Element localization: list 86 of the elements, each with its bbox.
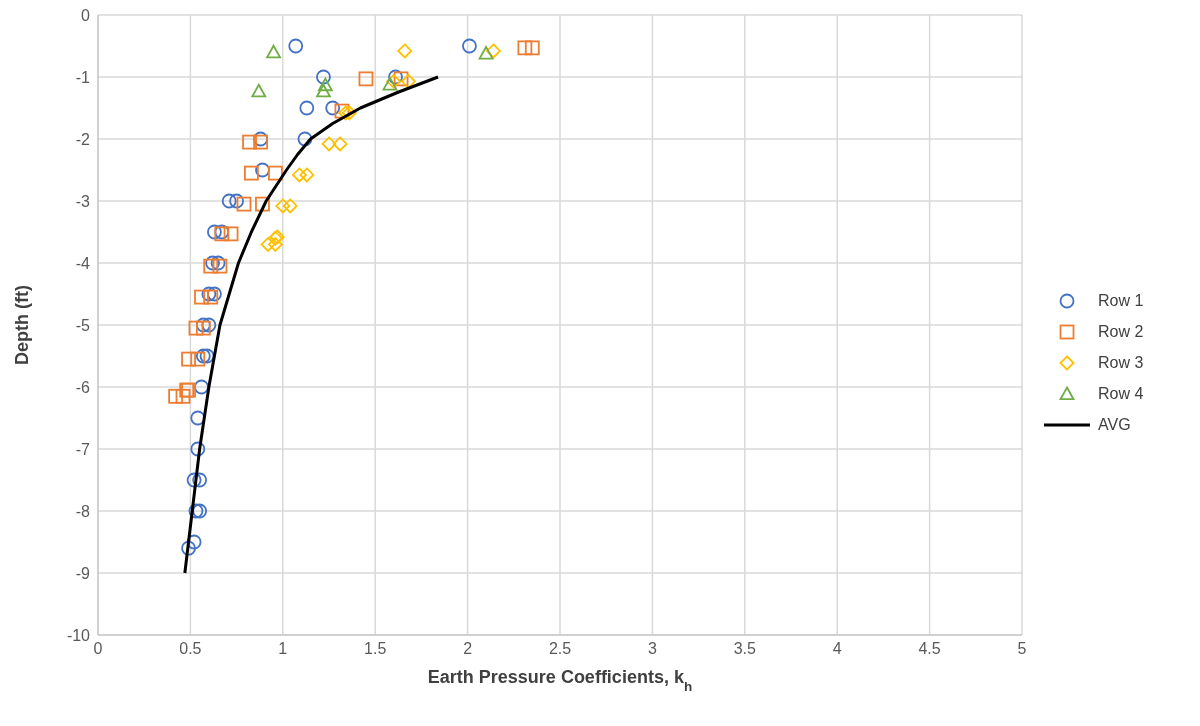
legend-label: AVG xyxy=(1098,416,1131,434)
point xyxy=(524,40,540,56)
point xyxy=(382,77,398,91)
point xyxy=(194,289,209,305)
x-tick-label: 0.5 xyxy=(179,640,202,658)
y-tick-label: -3 xyxy=(75,192,91,210)
y-tick-label: -6 xyxy=(75,378,91,396)
line-series xyxy=(183,75,440,575)
y-tick-label: 0 xyxy=(81,6,91,24)
point xyxy=(317,77,333,92)
point xyxy=(255,162,270,178)
x-tick-label: 5 xyxy=(1017,640,1027,658)
y-tick-label: -8 xyxy=(75,502,91,520)
point xyxy=(221,193,237,209)
point xyxy=(292,167,307,183)
point xyxy=(190,441,206,457)
point xyxy=(192,472,208,488)
x-tick-label: 2 xyxy=(463,640,473,658)
point xyxy=(236,196,252,212)
point xyxy=(175,388,191,404)
y-tick-label: -2 xyxy=(75,130,91,148)
legend-label: Row 1 xyxy=(1098,292,1144,310)
point xyxy=(332,136,348,152)
point xyxy=(321,136,337,152)
point xyxy=(486,43,501,59)
point xyxy=(325,100,341,116)
x-tick-label: 1 xyxy=(278,640,288,658)
point xyxy=(268,165,283,181)
point xyxy=(275,198,291,214)
point xyxy=(207,224,222,240)
point xyxy=(229,193,244,209)
point xyxy=(207,286,222,302)
point xyxy=(397,43,413,59)
point xyxy=(297,131,313,147)
y-axis-title: Depth (ft) xyxy=(12,285,32,365)
point xyxy=(299,100,315,116)
point xyxy=(288,38,304,54)
x-axis-title: Earth Pressure Coefficients, k$_{h}$ xyxy=(427,667,693,694)
y-tick-label: -9 xyxy=(75,564,91,582)
legend-label: Row 2 xyxy=(1098,323,1144,341)
legend-label: Row 4 xyxy=(1098,385,1144,403)
point xyxy=(316,69,331,85)
point xyxy=(251,83,267,98)
point xyxy=(266,44,281,59)
point xyxy=(201,317,217,333)
x-tick-label: 3.5 xyxy=(733,640,757,658)
point xyxy=(168,388,184,404)
point xyxy=(316,83,331,98)
point xyxy=(255,196,270,212)
x-tick-label: 1.5 xyxy=(364,640,387,658)
y-tick-label: -5 xyxy=(75,316,91,334)
y-tick-label: -4 xyxy=(75,254,91,272)
point xyxy=(181,540,196,556)
point xyxy=(299,167,315,183)
x-tick-label: 3 xyxy=(647,640,657,658)
point xyxy=(192,503,208,519)
x-tick-label: 0 xyxy=(93,640,103,658)
point xyxy=(478,46,494,60)
point xyxy=(188,503,204,519)
x-tick-label: 4.5 xyxy=(918,640,941,658)
point xyxy=(195,348,211,364)
point xyxy=(462,38,477,54)
point xyxy=(358,71,374,87)
point xyxy=(194,379,209,395)
point xyxy=(199,348,215,364)
x-tick-label: 2.5 xyxy=(548,640,572,658)
point xyxy=(517,40,533,56)
y-tick-label: -7 xyxy=(75,440,91,458)
point xyxy=(188,320,204,336)
y-tick-label: -10 xyxy=(66,626,91,644)
point xyxy=(186,472,202,488)
point xyxy=(242,134,257,150)
point xyxy=(268,237,283,252)
point xyxy=(401,73,416,89)
point xyxy=(181,351,196,367)
point xyxy=(388,69,403,85)
y-tick-label: -1 xyxy=(75,68,91,86)
point xyxy=(243,165,259,181)
legend-label: Row 3 xyxy=(1098,354,1144,372)
point xyxy=(386,73,402,89)
point xyxy=(190,351,206,367)
point xyxy=(282,198,298,214)
point xyxy=(393,71,409,87)
point xyxy=(223,226,239,242)
point xyxy=(260,237,276,252)
x-tick-label: 4 xyxy=(832,640,842,658)
